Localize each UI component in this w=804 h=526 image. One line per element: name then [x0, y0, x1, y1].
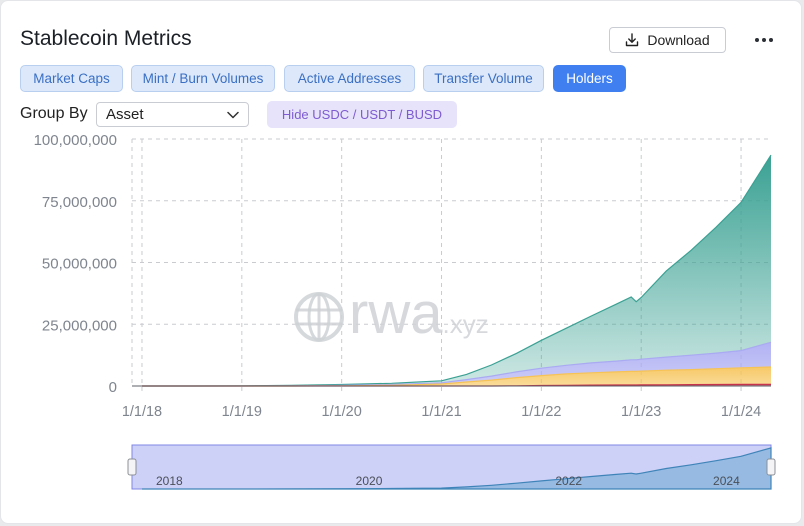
group-by-select[interactable]: Asset [96, 102, 249, 127]
x-tick-label: 1/1/20 [322, 404, 362, 420]
svg-text:rwa.xyz: rwa.xyz [349, 281, 489, 346]
x-tick-label: 1/1/18 [122, 404, 162, 420]
range-selector-label: 2020 [356, 474, 383, 488]
x-tick-label: 1/1/24 [721, 404, 761, 420]
range-handle-right[interactable] [766, 458, 776, 476]
x-tick-label: 1/1/19 [222, 404, 262, 420]
hide-major-stablecoins-button[interactable]: Hide USDC / USDT / BUSD [267, 101, 457, 128]
download-icon [626, 33, 639, 47]
tab-market-caps[interactable]: Market Caps [20, 65, 123, 92]
group-by-value: Asset [106, 106, 144, 123]
tab-mint-burn-volumes[interactable]: Mint / Burn Volumes [131, 65, 275, 92]
y-tick-label: 100,000,000 [34, 132, 117, 149]
y-tick-label: 75,000,000 [42, 194, 117, 211]
page-title: Stablecoin Metrics [20, 27, 192, 50]
group-by-label: Group By [20, 105, 88, 122]
download-label: Download [647, 32, 710, 48]
series-area [142, 367, 771, 386]
range-selector-preview [142, 447, 772, 490]
series-area [142, 342, 771, 386]
range-selector-label: 2022 [555, 474, 582, 488]
y-tick-label: 0 [109, 379, 117, 396]
x-tick-label: 1/1/21 [421, 404, 461, 420]
range-selector-label: 2024 [713, 474, 740, 488]
tab-holders[interactable]: Holders [553, 65, 626, 92]
y-tick-label: 50,000,000 [42, 256, 117, 273]
series-area [142, 155, 771, 386]
y-tick-label: 25,000,000 [42, 317, 117, 334]
tab-transfer-volume[interactable]: Transfer Volume [423, 65, 544, 92]
rwa-watermark: rwa.xyz [294, 281, 489, 346]
tab-active-addresses[interactable]: Active Addresses [284, 65, 415, 92]
x-tick-label: 1/1/23 [621, 404, 661, 420]
download-button[interactable]: Download [609, 27, 726, 53]
more-options-icon[interactable] [752, 31, 776, 49]
range-handle-left[interactable] [127, 458, 137, 476]
x-tick-label: 1/1/22 [521, 404, 561, 420]
range-selector-label: 2018 [156, 474, 183, 488]
chevron-down-icon [227, 111, 239, 119]
holders-chart: rwa.xyz 100,000,000 75,000,000 50,000,000 2… [34, 132, 776, 490]
